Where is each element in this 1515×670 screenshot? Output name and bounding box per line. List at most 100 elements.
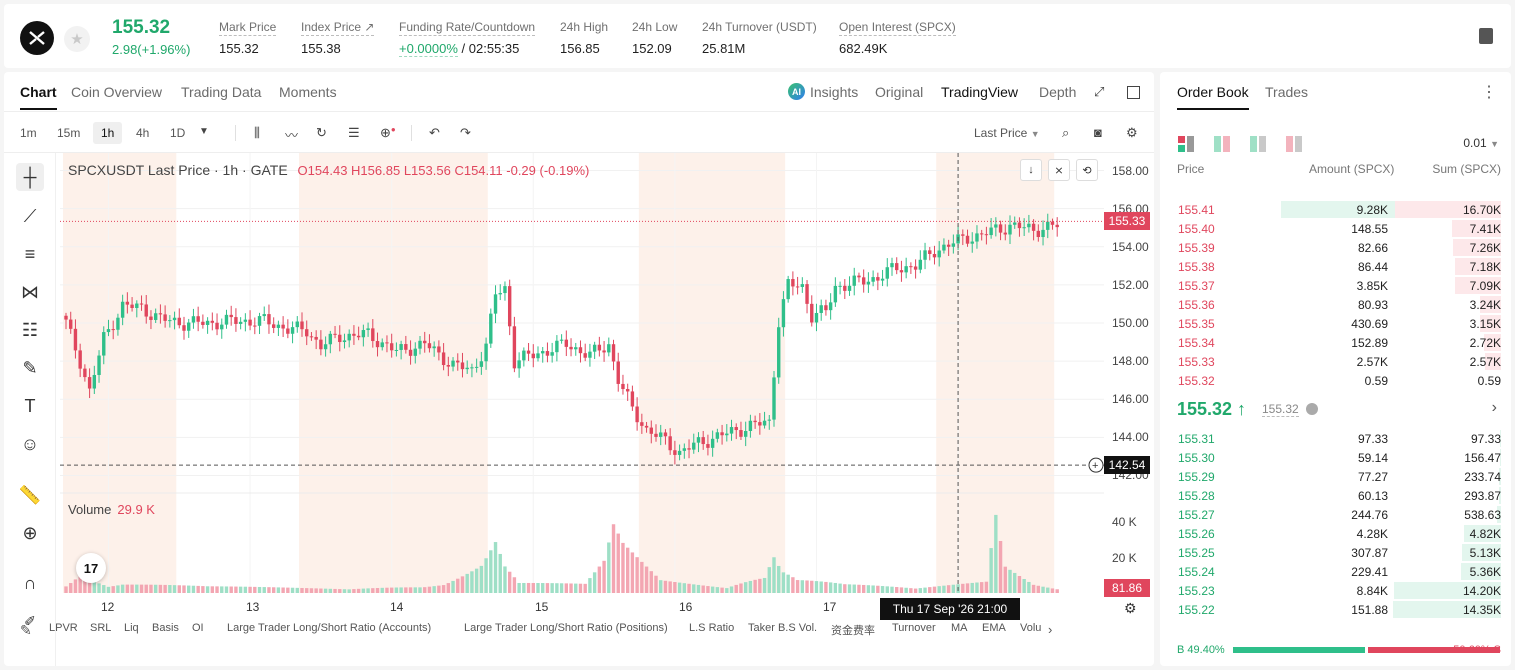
pencil-icon[interactable]: ✎ [20,622,32,638]
window-icon[interactable] [1127,86,1140,99]
brush-tool-icon[interactable]: ✎ [22,357,38,378]
indicator-lpvr[interactable]: LPVR [49,622,78,634]
template-icon[interactable]: ☰ [348,125,360,140]
chevron-right-icon[interactable]: › [1048,622,1053,637]
precision-select[interactable]: 0.01 ▼ [1463,136,1499,150]
candle-body [366,328,370,331]
magnet-tool-icon[interactable]: ∩ [23,572,37,593]
tf-4h[interactable]: 4h [136,126,150,140]
redo-icon[interactable]: ↷ [460,125,471,140]
replay-icon[interactable]: ↻ [316,125,327,140]
crosshair-tool-icon[interactable]: ┼ [16,163,44,191]
refresh-icon[interactable]: ⟲ [1076,159,1098,181]
lock-tool-icon[interactable]: ✐ [24,612,36,629]
indicator-turnover[interactable]: Turnover [892,622,936,634]
pattern-tool-icon[interactable]: ⋈ [21,281,39,302]
tab-trading-data[interactable]: Trading Data [181,84,262,100]
gear-icon[interactable]: ⚙ [1126,125,1138,140]
bid-row[interactable]: 155.29 77.27 233.74 [1176,467,1501,486]
zoom-tool-icon[interactable]: ⊕ [22,522,38,543]
ask-row[interactable]: 155.34 152.89 2.72K [1176,333,1501,352]
row-amount: 4.28K [1356,527,1388,541]
emoji-tool-icon[interactable]: ☺ [20,433,40,454]
camera-icon[interactable]: ◙ [1094,125,1102,140]
bid-row[interactable]: 155.28 60.13 293.87 [1176,486,1501,505]
ruler-tool-icon[interactable]: 📏 [18,484,42,505]
ask-row[interactable]: 155.33 2.57K 2.57K [1176,352,1501,371]
indicator-taker-bs-vol[interactable]: Taker B.S Vol. [748,622,818,634]
axis-settings-icon[interactable]: ⚙ [1124,600,1137,616]
indicator-basis[interactable]: Basis [152,622,179,634]
ask-row[interactable]: 155.32 0.59 0.59 [1176,371,1501,390]
indicator-ma[interactable]: MA [951,622,968,634]
horizontal-lines-tool-icon[interactable]: ≡ [24,243,36,264]
tab-chart[interactable]: Chart [20,84,57,110]
green-view-icon[interactable] [1250,136,1266,152]
indicator-srl[interactable]: SRL [90,622,112,634]
chevron-right-icon[interactable]: › [1491,399,1497,416]
indicator-icon[interactable]: 〰 [285,128,299,143]
ask-row[interactable]: 155.40 148.55 7.41K [1176,219,1501,238]
tab-coin-overview[interactable]: Coin Overview [71,84,163,100]
both-sides-view-icon[interactable] [1178,136,1194,152]
ask-row[interactable]: 155.38 86.44 7.18K [1176,257,1501,276]
trend-line-tool-icon[interactable]: ⟋ [23,205,37,226]
tab-original[interactable]: Original [875,84,924,100]
favorite-star-icon[interactable]: ★ [64,26,90,52]
tab-insights[interactable]: Insights [810,84,859,100]
bids-view-icon[interactable] [1214,136,1230,152]
ask-row[interactable]: 155.35 430.69 3.15K [1176,314,1501,333]
indicator-liq[interactable]: Liq [124,622,139,634]
collapse-icon[interactable]: ⨯ [1048,159,1070,181]
ask-row[interactable]: 155.39 82.66 7.26K [1176,238,1501,257]
tf-15m[interactable]: 15m [57,126,81,140]
ask-row[interactable]: 155.37 3.85K 7.09K [1176,276,1501,295]
search-icon[interactable]: ⌕ [1062,125,1070,140]
price-axis-tick: 146.00 [1112,392,1149,407]
indicator-large-trader-positions[interactable]: Large Trader Long/Short Ratio (Positions… [464,622,668,634]
indicator-ls-ratio[interactable]: L.S Ratio [689,622,735,634]
legend-close: C154.11 [454,163,503,178]
tab-tradingview[interactable]: TradingView [941,84,1019,100]
indicator-volume[interactable]: Volu [1020,622,1042,634]
scroll-down-icon[interactable]: ↓ [1020,159,1042,181]
tf-1h[interactable]: 1h [93,122,123,144]
guide-book-icon[interactable] [1479,28,1493,44]
chevron-down-icon[interactable]: ▼ [199,126,209,137]
tradingview-logo[interactable]: 17 [76,553,106,583]
indicator-large-trader-accounts[interactable]: Large Trader Long/Short Ratio (Accounts) [227,622,432,634]
fib-tool-icon[interactable]: ☷ [21,319,39,340]
undo-icon[interactable]: ↶ [429,125,440,140]
indicator-oi[interactable]: OI [192,622,204,634]
expand-icon[interactable]: ⤢ [1094,84,1105,99]
bid-row[interactable]: 155.30 59.14 156.47 [1176,448,1501,467]
bid-row[interactable]: 155.31 97.33 97.33 [1176,429,1501,448]
ask-row[interactable]: 155.36 80.93 3.24K [1176,295,1501,314]
bid-row[interactable]: 155.27 244.76 538.63 [1176,505,1501,524]
bid-row[interactable]: 155.24 229.41 5.36K [1176,562,1501,581]
tf-1d[interactable]: 1D [170,126,186,140]
candle-type-icon[interactable]: ⫼ [254,125,260,140]
more-icon[interactable]: ⋮ [1481,84,1497,101]
candle-body [1003,232,1007,235]
price-source-select[interactable]: Last Price ▼ [974,126,1040,140]
tab-moments[interactable]: Moments [279,84,337,100]
bid-row[interactable]: 155.26 4.28K 4.82K [1176,524,1501,543]
add-indicator-icon[interactable]: ⊕● [380,125,396,140]
tab-depth[interactable]: Depth [1039,84,1077,100]
bid-row[interactable]: 155.25 307.87 5.13K [1176,543,1501,562]
indicator-ema[interactable]: EMA [982,622,1006,634]
bid-row[interactable]: 155.23 8.84K 14.20K [1176,581,1501,600]
candlestick-chart[interactable]: + [60,153,1104,593]
tab-trades[interactable]: Trades [1265,84,1309,100]
tf-1m[interactable]: 1m [20,126,37,140]
stat-index-price[interactable]: Index Price ↗ 155.38 [301,20,375,56]
ask-row[interactable]: 155.41 9.28K 16.70K [1176,200,1501,219]
asks-view-icon[interactable] [1286,136,1302,152]
tab-order-book[interactable]: Order Book [1177,84,1249,110]
indicator-funding-rate[interactable]: 资金费率 [831,625,875,637]
bid-row[interactable]: 155.22 151.88 14.35K [1176,600,1501,619]
text-tool-icon[interactable]: T [24,395,36,416]
row-sum: 4.82K [1469,527,1501,541]
price-axis[interactable]: 158.00 156.00 154.00 152.00 150.00 148.00 146.… [1104,153,1154,597]
